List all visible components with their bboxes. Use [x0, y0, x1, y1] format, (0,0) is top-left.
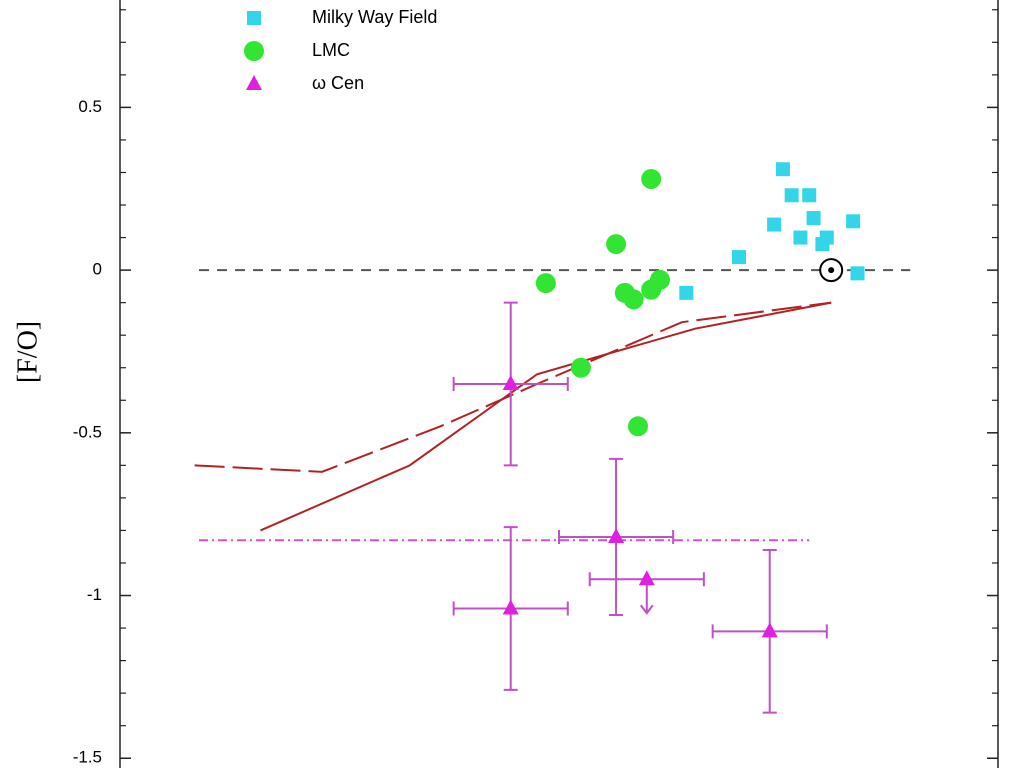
- data-point: [846, 214, 861, 229]
- y-tick-label: 0: [93, 260, 102, 279]
- data-point: [802, 188, 817, 203]
- y-tick-label: -1.5: [73, 748, 102, 767]
- data-point: [638, 570, 655, 586]
- data-point: [679, 285, 694, 300]
- data-point: [502, 375, 519, 390]
- data-point: [784, 188, 799, 203]
- y-tick-label: 0.5: [78, 97, 102, 116]
- data-point: [806, 211, 821, 226]
- data-point: [641, 168, 662, 189]
- data-point: [850, 266, 865, 281]
- solar-symbol-dot: [828, 267, 835, 274]
- data-point: [649, 269, 670, 290]
- legend-label: ω Cen: [312, 73, 364, 93]
- reference-line: [260, 301, 832, 532]
- data-point: [793, 230, 808, 245]
- data-point: [731, 250, 746, 265]
- data-point: [535, 273, 556, 294]
- data-point: [623, 289, 644, 310]
- reference-line: [194, 301, 832, 473]
- data-point: [570, 357, 591, 378]
- legend-label: LMC: [312, 40, 350, 60]
- y-tick-label: -0.5: [73, 422, 102, 441]
- data-point: [606, 234, 627, 255]
- y-axis-label: [F/O]: [12, 321, 43, 383]
- y-tick-label: -1: [87, 585, 102, 604]
- legend-label: Milky Way Field: [312, 7, 437, 27]
- data-point: [767, 217, 782, 232]
- data-point: [628, 416, 649, 437]
- legend-marker: [246, 75, 262, 90]
- data-point: [775, 162, 790, 177]
- legend-marker: [244, 41, 264, 61]
- legend-marker: [247, 11, 261, 25]
- data-point: [761, 622, 778, 638]
- data-point: [608, 527, 625, 543]
- data-point: [815, 237, 830, 252]
- data-point: [502, 599, 519, 615]
